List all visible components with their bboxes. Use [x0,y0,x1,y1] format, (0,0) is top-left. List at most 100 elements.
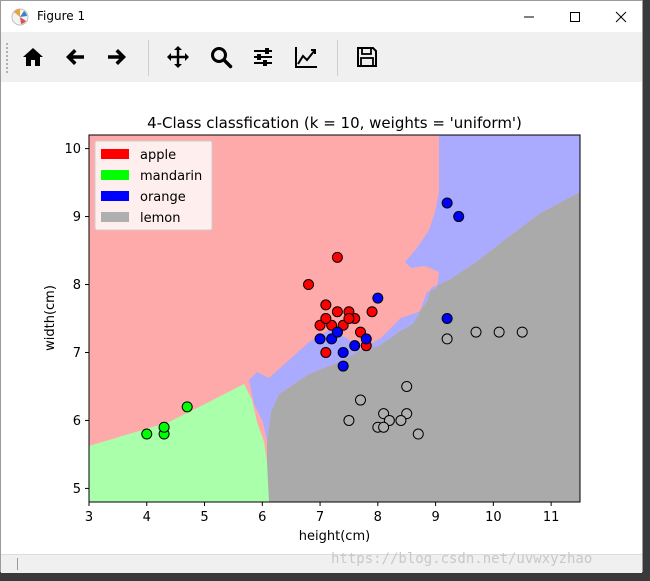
watermark: https://blog.csdn.net/uvwxyzhao [331,551,593,567]
x-tick-label: 3 [85,510,93,525]
point-apple [320,346,332,358]
x-tick-label: 7 [316,510,324,525]
point-orange [337,360,349,372]
point-apple [331,251,343,263]
pan-button[interactable] [162,41,194,73]
point-lemon [441,333,453,345]
arrow-right-icon [108,49,126,65]
point-apple [320,299,332,311]
legend-label-orange: orange [140,190,186,205]
point-lemon [378,421,390,433]
point-orange [314,333,326,345]
close-icon [615,11,627,22]
back-button[interactable] [59,41,91,73]
data-points [141,197,528,440]
y-tick-label: 8 [73,278,81,293]
point-apple [303,279,315,291]
minimize-button[interactable] [506,1,552,32]
point-orange [372,292,384,304]
y-axis: 5 6 7 8 9 10 [64,142,89,497]
home-button[interactable] [17,41,49,73]
point-orange [441,313,453,324]
point-apple [343,313,355,324]
knn-chart: 4-Class classfication (k = 10, weights =… [43,114,581,544]
point-lemon [343,414,355,426]
chart-title: 4-Class classfication (k = 10, weights =… [147,114,522,132]
legend-box [94,140,213,231]
point-apple [331,306,343,318]
x-tick-label: 8 [374,510,382,525]
legend-label-apple: apple [140,148,176,163]
y-tick-label: 9 [73,210,81,225]
figure-window: Figure 1 [0,0,643,573]
x-tick-label: 4 [143,510,151,525]
point-apple [366,306,378,318]
title-bar[interactable]: Figure 1 [1,1,642,32]
x-tick-label: 6 [258,510,266,525]
y-tick-label: 7 [73,346,81,361]
arrow-left-icon [66,49,84,65]
toolbar-separator [337,40,338,76]
point-lemon [516,326,528,338]
y-tick-label: 6 [73,414,81,429]
edit-axes-button[interactable] [290,41,322,73]
legend-label-mandarin: mandarin [140,169,202,184]
x-tick-label: 10 [485,510,502,525]
close-button[interactable] [598,1,644,32]
point-orange [441,197,453,209]
toolbar-grip[interactable] [5,42,9,74]
y-tick-label: 10 [64,142,81,157]
window-title: Figure 1 [37,9,86,23]
figure-canvas[interactable]: 4-Class classfication (k = 10, weights =… [9,82,636,554]
legend-swatch-apple [101,149,129,159]
y-tick-label: 5 [73,482,81,497]
zoom-button[interactable] [205,41,237,73]
maximize-button[interactable] [552,1,598,32]
x-tick-label: 9 [431,510,439,525]
line-chart-icon [295,47,317,68]
point-apple [320,313,332,324]
move-icon [167,46,189,68]
matplotlib-logo-icon [11,8,29,26]
point-orange [337,346,349,358]
navigation-toolbar [1,32,642,82]
point-lemon [401,380,413,392]
point-lemon [412,428,424,440]
point-lemon [493,326,505,338]
minimize-icon [524,16,534,17]
point-orange [453,211,465,223]
point-mandarin [158,421,170,433]
legend-swatch-orange [101,191,129,201]
subplots-button[interactable] [247,41,279,73]
status-bar: https://blog.csdn.net/uvwxyzhao [1,551,642,573]
floppy-disk-icon [357,47,377,67]
legend-swatch-lemon [101,212,129,222]
legend: apple mandarin orange lemon [94,140,213,231]
toolbar-separator [148,40,149,76]
region-orange [249,135,580,442]
point-orange [349,340,361,352]
plot-frame [88,134,581,503]
save-button[interactable] [351,41,383,73]
point-orange [360,333,372,345]
maximize-icon [570,11,580,22]
point-mandarin [141,428,153,440]
x-tick-label: 11 [543,510,560,525]
legend-label-lemon: lemon [140,211,180,226]
legend-swatch-mandarin [101,170,129,180]
point-lemon [470,326,482,338]
x-axis-label: height(cm) [299,529,370,544]
y-axis-label: width(cm) [43,285,58,351]
region-mandarin [89,384,269,502]
sliders-icon [254,48,272,66]
home-icon [23,48,43,66]
x-axis: 3 4 5 6 7 8 9 10 11 [85,502,560,525]
magnifier-icon [211,47,233,69]
point-orange [331,326,343,338]
point-lemon [354,394,366,406]
forward-button[interactable] [101,41,133,73]
point-mandarin [181,401,193,413]
x-tick-label: 5 [200,510,208,525]
status-separator [17,558,18,570]
point-lemon [395,414,407,426]
